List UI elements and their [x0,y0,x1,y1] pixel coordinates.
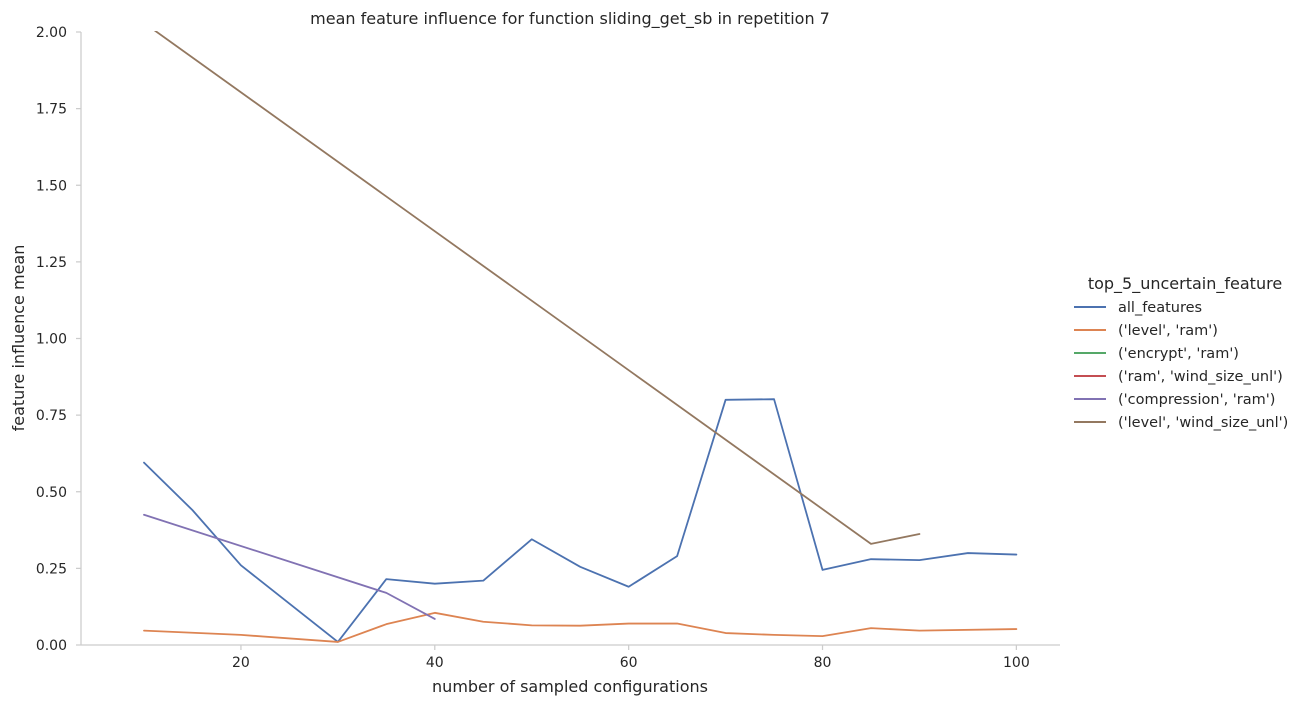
series-line-1 [143,611,1018,643]
series-line-0 [143,398,1018,643]
legend: top_5_uncertain_feature all_features ('le… [1074,274,1288,431]
x-tick-label: 60 [620,655,638,671]
plot-area: 0.00 0.25 0.50 0.75 1.00 1.25 1.50 1.75 2.00 20 4… [36,25,1060,671]
x-tick-label: 80 [814,655,832,671]
legend-label: all_features [1118,300,1202,316]
x-tick-label: 40 [426,655,444,671]
y-tick-label: 2.00 [36,25,67,41]
legend-title: top_5_uncertain_feature [1088,274,1282,294]
y-tick-label: 1.25 [36,255,67,271]
y-tick-label: 0.75 [36,408,67,424]
x-tick-label: 20 [232,655,250,671]
y-tick-label: 0.00 [36,638,67,654]
x-ticks: 20 40 60 80 100 [232,645,1030,671]
series-line-5 [153,31,921,545]
x-axis-label: number of sampled configurations [432,677,708,696]
legend-items: all_features ('level', 'ram') ('encrypt', … [1074,300,1288,431]
y-tick-label: 0.25 [36,561,67,577]
chart-title: mean feature influence for function slid… [310,9,830,29]
series-line-4 [143,513,436,620]
legend-label: ('ram', 'wind_size_unl') [1118,369,1283,385]
series-lines [143,31,1018,643]
y-tick-label: 0.50 [36,485,67,501]
x-tick-label: 100 [1003,655,1030,671]
legend-label: ('compression', 'ram') [1118,392,1275,408]
legend-label: ('level', 'ram') [1118,323,1218,339]
legend-label: ('level', 'wind_size_unl') [1118,415,1288,431]
y-tick-label: 1.00 [36,332,67,348]
y-tick-label: 1.75 [36,102,67,118]
y-axis-label: feature influence mean [9,245,28,432]
y-tick-label: 1.50 [36,178,67,194]
y-ticks: 0.00 0.25 0.50 0.75 1.00 1.25 1.50 1.75 2.00 [36,25,81,654]
legend-label: ('encrypt', 'ram') [1118,346,1239,362]
